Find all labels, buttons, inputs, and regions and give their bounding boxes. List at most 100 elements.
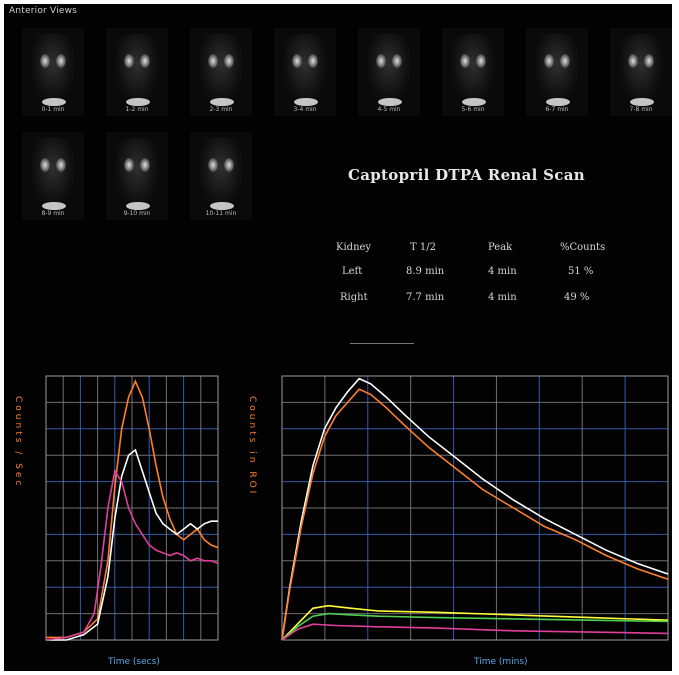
frame-time-caption: 8-9 min <box>41 210 65 217</box>
body-outline <box>200 138 242 204</box>
bladder-uptake <box>126 98 150 106</box>
scan-frame-11: 10-11 min <box>190 132 252 220</box>
bladder-uptake <box>378 98 402 106</box>
window-title: Anterior Views <box>9 6 78 16</box>
left-kidney-uptake <box>124 158 134 172</box>
row-left-peak: 4 min <box>488 266 517 277</box>
bladder-uptake <box>462 98 486 106</box>
background-line-2 <box>281 612 669 641</box>
header-peak: Peak <box>488 242 513 253</box>
body-outline <box>368 34 410 100</box>
row-left-t-half: 8.9 min <box>406 266 445 277</box>
right-kidney-perfusion-line <box>46 448 218 641</box>
body-outline <box>284 34 326 100</box>
bladder-uptake <box>210 202 234 210</box>
right-kidney-uptake <box>308 54 318 68</box>
frame-time-caption: 7-8 min <box>629 106 653 113</box>
scan-frame-1: 0-1 min <box>22 28 84 116</box>
scan-frame-2: 1-2 min <box>106 28 168 116</box>
renogram-curve-chart: Time (mins) Counts in ROI <box>247 375 669 667</box>
scan-frame-7: 6-7 min <box>526 28 588 116</box>
body-outline <box>536 34 578 100</box>
right-kidney-uptake <box>56 158 66 172</box>
right-kidney-uptake <box>224 54 234 68</box>
left-kidney-uptake <box>124 54 134 68</box>
plot-area-border <box>45 375 219 641</box>
right-kidney-uptake <box>644 54 654 68</box>
bladder-uptake <box>294 98 318 106</box>
scan-display: Anterior Views 0-1 min 1-2 min 2-3 min 3-4 … <box>4 4 672 671</box>
frame-time-caption: 10-11 min <box>205 210 237 217</box>
row-left-counts: 51 % <box>568 266 594 277</box>
background-line-1 <box>281 604 669 641</box>
right-kidney-uptake <box>224 158 234 172</box>
bladder-uptake <box>42 202 66 210</box>
frame-time-caption: 2-3 min <box>209 106 233 113</box>
row-left-kidney: Left <box>342 266 363 277</box>
header-kidney: Kidney <box>336 242 372 253</box>
scan-frame-6: 5-6 min <box>442 28 504 116</box>
body-outline <box>620 34 662 100</box>
header-counts: %Counts <box>560 242 606 253</box>
row-right-counts: 49 % <box>564 292 590 303</box>
scan-frame-3: 2-3 min <box>190 28 252 116</box>
row-right-t-half: 7.7 min <box>406 292 445 303</box>
body-outline <box>116 138 158 204</box>
body-outline <box>32 138 74 204</box>
aorta-renogram-line <box>281 623 669 641</box>
table-divider <box>350 343 414 344</box>
x-axis-label: Time (secs) <box>107 657 160 667</box>
bladder-uptake <box>546 98 570 106</box>
right-kidney-uptake <box>560 54 570 68</box>
y-axis-label: Counts in ROI <box>247 396 257 496</box>
frame-time-caption: 1-2 min <box>125 106 149 113</box>
frame-time-caption: 4-5 min <box>377 106 401 113</box>
left-kidney-uptake <box>40 158 50 172</box>
header-t-half: T 1/2 <box>410 242 436 253</box>
right-kidney-uptake <box>140 158 150 172</box>
left-kidney-uptake <box>292 54 302 68</box>
plot-area-border <box>281 375 669 641</box>
right-kidney-renogram-line <box>281 377 669 641</box>
left-kidney-renogram-line <box>281 388 669 641</box>
x-axis-label: Time (mins) <box>473 657 528 667</box>
row-right-peak: 4 min <box>488 292 517 303</box>
body-outline <box>32 34 74 100</box>
scan-frame-9: 8-9 min <box>22 132 84 220</box>
frame-time-caption: 3-4 min <box>293 106 317 113</box>
renogram-charts: Time (secs) Counts / Sec Time (mins) Count… <box>13 375 669 667</box>
right-kidney-uptake <box>392 54 402 68</box>
right-kidney-uptake <box>476 54 486 68</box>
body-outline <box>200 34 242 100</box>
left-kidney-perfusion-line <box>46 379 219 639</box>
frame-time-caption: 9-10 min <box>123 210 151 217</box>
left-kidney-uptake <box>376 54 386 68</box>
left-kidney-uptake <box>208 158 218 172</box>
body-outline <box>116 34 158 100</box>
frame-time-caption: 5-6 min <box>461 106 485 113</box>
scan-title: Captopril DTPA Renal Scan <box>348 166 585 184</box>
y-axis-label: Counts / Sec <box>13 396 23 488</box>
aorta-perfusion-line <box>45 468 219 641</box>
body-outline <box>452 34 494 100</box>
left-kidney-uptake <box>544 54 554 68</box>
bladder-uptake <box>42 98 66 106</box>
scan-frame-5: 4-5 min <box>358 28 420 116</box>
left-kidney-uptake <box>460 54 470 68</box>
scan-frame-8: 7-8 min <box>610 28 672 116</box>
bladder-uptake <box>210 98 234 106</box>
perfusion-curve-chart: Time (secs) Counts / Sec <box>13 375 219 667</box>
bladder-uptake <box>630 98 654 106</box>
frame-time-caption: 6-7 min <box>545 106 569 113</box>
right-kidney-uptake <box>56 54 66 68</box>
frame-time-caption: 0-1 min <box>41 106 65 113</box>
left-kidney-uptake <box>208 54 218 68</box>
scan-frame-4: 3-4 min <box>274 28 336 116</box>
right-kidney-uptake <box>140 54 150 68</box>
left-kidney-uptake <box>628 54 638 68</box>
row-right-kidney: Right <box>340 292 368 303</box>
left-kidney-uptake <box>40 54 50 68</box>
scan-frame-10: 9-10 min <box>106 132 168 220</box>
bladder-uptake <box>126 202 150 210</box>
